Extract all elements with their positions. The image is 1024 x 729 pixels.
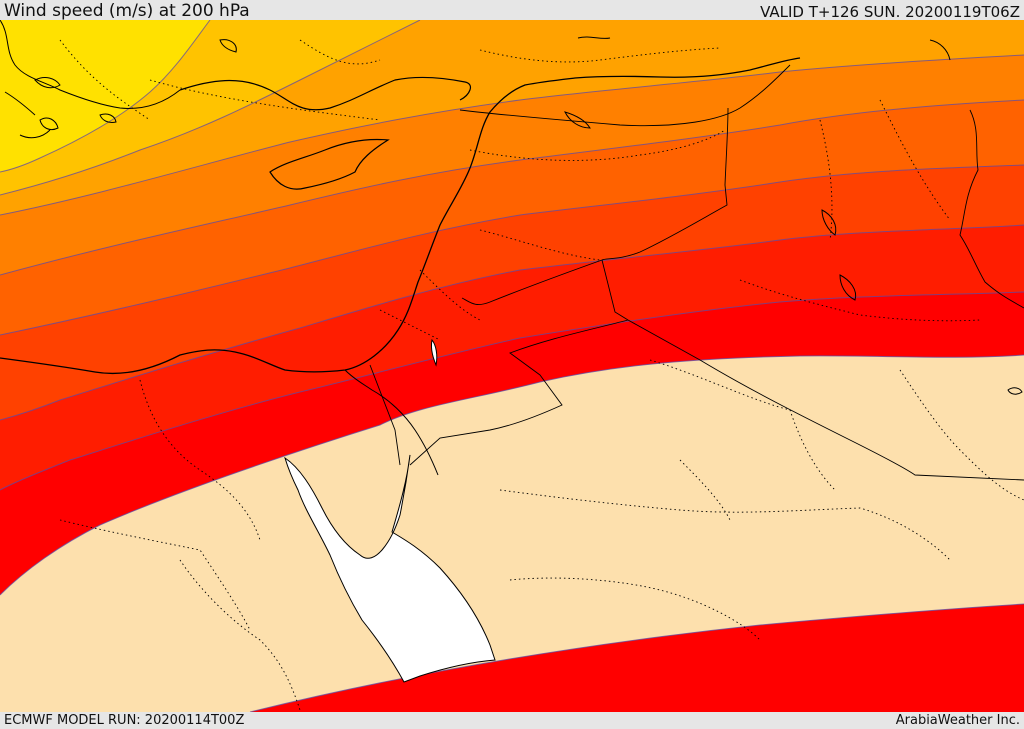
iraq-lake-1 bbox=[821, 209, 837, 236]
cyprus-island bbox=[269, 138, 390, 190]
header-bar: Wind speed (m/s) at 200 hPa VALID T+126 … bbox=[0, 0, 1024, 20]
footer-bar: ECMWF MODEL RUN: 20200114T00Z ArabiaWeat… bbox=[0, 712, 1024, 729]
map-title: Wind speed (m/s) at 200 hPa bbox=[4, 1, 250, 21]
province-borders bbox=[59, 39, 1024, 711]
coastline bbox=[0, 57, 801, 375]
iraq-lake-2 bbox=[839, 274, 857, 301]
national-borders bbox=[369, 64, 1024, 481]
dead-sea bbox=[431, 338, 438, 367]
turkey-south-coast bbox=[179, 76, 472, 111]
wind-speed-map[interactable] bbox=[0, 20, 1024, 712]
model-run-label: ECMWF MODEL RUN: 20200114T00Z bbox=[4, 713, 245, 728]
aegean-coast bbox=[0, 20, 181, 139]
sinai-coast bbox=[344, 369, 439, 476]
red-sea bbox=[284, 454, 496, 683]
southern-jet-band bbox=[250, 604, 1024, 712]
valid-time-label: VALID T+126 SUN. 20200119T06Z bbox=[760, 3, 1020, 21]
credit-label: ArabiaWeather Inc. bbox=[895, 713, 1020, 728]
wind-band-1 bbox=[0, 20, 210, 172]
aegean-islands bbox=[34, 36, 1023, 395]
lake-tuz bbox=[564, 111, 591, 129]
